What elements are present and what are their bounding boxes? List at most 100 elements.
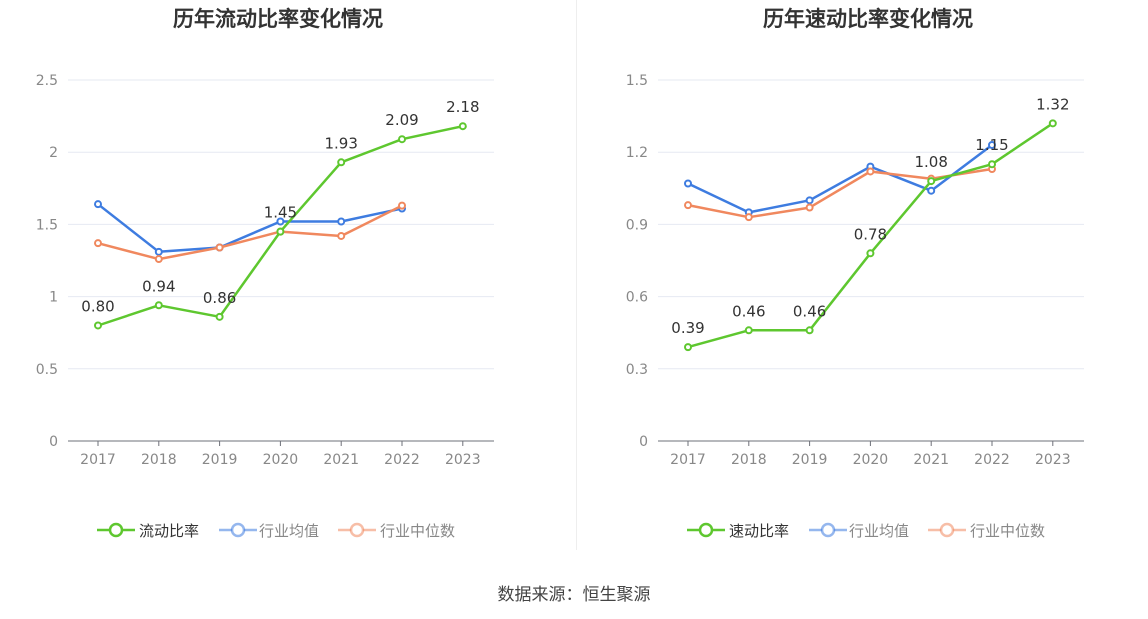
y-tick-label: 0.6 xyxy=(626,290,648,306)
x-tick-label: 2020 xyxy=(263,452,299,468)
data-point xyxy=(94,239,102,248)
data-label: 1.32 xyxy=(1036,95,1069,113)
x-tick-label: 2023 xyxy=(1035,452,1071,468)
series-1: 0.80 0.94 0.86 1.45 1.93 2.09 2.18 xyxy=(81,98,480,330)
legend: 速动比率 行业均值 行业中位数 xyxy=(687,522,1045,540)
x-tick-label: 2022 xyxy=(974,452,1010,468)
x-tick-label: 2019 xyxy=(202,452,238,468)
chart-2: 历年速动比率变化情况 0 0.3 0.6 0.9 1.2 1.5 2017 2018 2019 20… xyxy=(626,7,1084,540)
y-tick-label: 1.5 xyxy=(626,73,648,89)
series-3 xyxy=(684,165,996,222)
data-point xyxy=(337,217,346,226)
x-tick-label: 2019 xyxy=(792,452,828,468)
data-point xyxy=(215,243,224,252)
chart-title: 历年速动比率变化情况 xyxy=(763,7,973,31)
data-point xyxy=(805,203,814,212)
data-label: 0.46 xyxy=(793,302,826,320)
legend-label: 流动比率 xyxy=(139,522,199,540)
x-tick-label: 2018 xyxy=(731,452,767,468)
data-label: 1.45 xyxy=(264,204,297,222)
data-point xyxy=(1048,119,1057,128)
legend: 流动比率 行业均值 行业中位数 xyxy=(97,522,455,540)
data-label: 2.09 xyxy=(385,111,418,129)
data-point xyxy=(684,179,692,188)
source-note: 数据来源：恒生聚源 xyxy=(497,585,651,605)
data-point xyxy=(215,312,224,321)
data-label: 0.94 xyxy=(142,277,175,295)
data-point xyxy=(337,158,346,167)
data-point xyxy=(94,321,102,330)
data-point xyxy=(988,140,996,149)
data-point xyxy=(154,301,163,310)
data-point xyxy=(276,227,285,236)
data-label: 0.86 xyxy=(203,289,236,307)
legend-label: 行业中位数 xyxy=(380,522,455,540)
chart-title: 历年流动比率变化情况 xyxy=(173,7,383,31)
data-label: 1.15 xyxy=(975,136,1008,154)
legend-label: 行业中位数 xyxy=(970,522,1045,540)
data-point xyxy=(805,326,814,335)
legend-marker xyxy=(349,522,365,538)
data-point xyxy=(866,167,875,176)
data-label: 0.80 xyxy=(81,297,114,315)
data-point xyxy=(866,249,875,258)
data-point xyxy=(744,213,753,222)
y-tick-label: 0 xyxy=(639,434,648,450)
y-tick-label: 0.3 xyxy=(626,362,648,378)
legend-marker xyxy=(820,522,836,538)
series-2 xyxy=(684,140,996,217)
data-point xyxy=(927,186,936,195)
data-label: 1.93 xyxy=(324,134,357,152)
chart-1: 历年流动比率变化情况 0 0.5 1 1.5 2 2.5 2017 2018 2019 2020 20… xyxy=(36,7,494,540)
x-tick-label: 2021 xyxy=(323,452,359,468)
y-tick-label: 2 xyxy=(49,145,58,161)
data-point xyxy=(744,326,753,335)
data-label: 0.39 xyxy=(671,319,704,337)
legend-marker xyxy=(939,522,955,538)
x-tick-label: 2023 xyxy=(445,452,481,468)
data-point xyxy=(337,231,346,240)
data-point xyxy=(398,135,406,144)
series-3 xyxy=(94,201,406,264)
data-point xyxy=(927,177,936,186)
y-tick-label: 0.5 xyxy=(36,362,58,378)
data-point xyxy=(458,122,467,131)
data-point xyxy=(684,201,692,210)
data-label: 0.46 xyxy=(732,302,765,320)
y-tick-label: 2.5 xyxy=(36,73,58,89)
data-point xyxy=(94,200,102,209)
legend-marker xyxy=(108,522,124,538)
panel-divider xyxy=(576,0,577,550)
y-tick-label: 0 xyxy=(49,434,58,450)
x-tick-label: 2021 xyxy=(913,452,949,468)
data-point xyxy=(154,255,163,264)
legend-marker xyxy=(230,522,246,538)
x-tick-label: 2017 xyxy=(670,452,706,468)
legend-marker xyxy=(698,522,714,538)
legend-label: 行业均值 xyxy=(849,522,909,540)
legend-label: 行业均值 xyxy=(259,522,319,540)
charts-canvas: 历年流动比率变化情况 0 0.5 1 1.5 2 2.5 2017 2018 2019 2020 20… xyxy=(36,7,1084,540)
data-point xyxy=(684,343,692,352)
y-tick-label: 1.2 xyxy=(626,145,648,161)
series-line xyxy=(97,203,403,254)
y-tick-label: 1.5 xyxy=(36,217,58,233)
y-tick-label: 1 xyxy=(49,290,58,306)
data-point xyxy=(276,217,285,226)
data-point xyxy=(988,160,996,169)
y-tick-label: 0.9 xyxy=(626,217,648,233)
data-point xyxy=(805,196,814,205)
legend-label: 速动比率 xyxy=(729,522,789,540)
data-label: 2.18 xyxy=(446,98,479,116)
x-tick-label: 2018 xyxy=(141,452,177,468)
series-line xyxy=(687,144,993,214)
data-point xyxy=(398,201,406,210)
x-tick-label: 2020 xyxy=(853,452,889,468)
series-1: 0.39 0.46 0.46 0.78 1.08 1.15 1.32 xyxy=(671,95,1070,352)
series-line xyxy=(97,124,464,327)
data-label: 1.08 xyxy=(914,153,947,171)
x-tick-label: 2017 xyxy=(80,452,116,468)
data-point xyxy=(154,247,163,256)
x-tick-label: 2022 xyxy=(384,452,420,468)
data-label: 0.78 xyxy=(854,225,887,243)
